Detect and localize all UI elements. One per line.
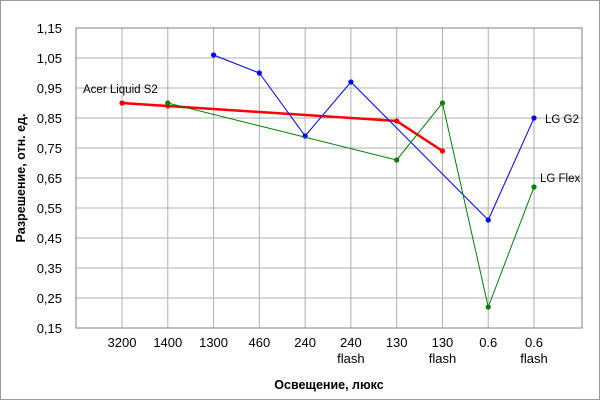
x-tick-label: 1400: [153, 335, 182, 350]
x-tick-label: 0.6: [479, 335, 497, 350]
x-tick-label: 1300: [199, 335, 228, 350]
y-tick-label: 0,35: [37, 261, 62, 276]
x-tick-label: 3200: [108, 335, 137, 350]
data-point: [394, 157, 400, 163]
y-tick-label: 0,55: [37, 201, 62, 216]
data-point: [210, 52, 217, 58]
series-label: Acer Liquid S2: [83, 84, 158, 96]
x-tick-label: flash: [337, 351, 364, 366]
x-tick-label: flash: [429, 351, 456, 366]
y-tick-labels: 1,15 1,05 0,95 0,85 0,75 0,65 0,55 0,45 0,35 0,25…: [37, 21, 62, 336]
series-label: LG Flex: [540, 173, 581, 185]
series-line: [213, 54, 535, 221]
data-point: [531, 115, 537, 121]
data-point: [485, 217, 491, 223]
data-point: [439, 100, 446, 106]
data-point: [256, 70, 262, 76]
y-tick-label: 1,15: [37, 21, 62, 36]
data-point: [348, 79, 354, 85]
data-point: [165, 100, 171, 106]
x-tick-label: 0.6: [525, 335, 543, 350]
x-tick-label: flash: [520, 351, 547, 366]
data-point: [485, 304, 491, 310]
y-tick-label: 0,45: [37, 231, 62, 246]
series-group: [119, 52, 537, 310]
data-point: [439, 148, 446, 154]
x-axis-title: Освещение, люкс: [274, 378, 383, 392]
plot-border: [75, 27, 583, 329]
y-tick-label: 0,15: [37, 321, 62, 336]
y-tick-label: 0,25: [37, 291, 62, 306]
data-point: [394, 118, 400, 124]
x-tick-label: 130: [432, 335, 454, 350]
series-label: LG G2: [545, 114, 579, 126]
x-tick-label: 240: [294, 335, 316, 350]
y-tick-label: 0,75: [37, 141, 62, 156]
series-line: [121, 101, 444, 153]
x-tick-label: 240: [340, 335, 362, 350]
y-tick-label: 1,05: [37, 51, 62, 66]
data-point: [531, 184, 537, 190]
y-tick-label: 0,95: [37, 81, 62, 96]
x-tick-label: 460: [248, 335, 270, 350]
y-tick-label: 0,65: [37, 171, 62, 186]
y-tick-label: 0,85: [37, 111, 62, 126]
gridlines: [75, 27, 583, 329]
x-tick-label: 130: [386, 335, 408, 350]
series-labels: Acer Liquid S2 LG G2 LG Flex: [83, 84, 581, 185]
data-point: [119, 100, 125, 106]
y-axis-title: Разрешение, отн. ед.: [14, 114, 28, 243]
